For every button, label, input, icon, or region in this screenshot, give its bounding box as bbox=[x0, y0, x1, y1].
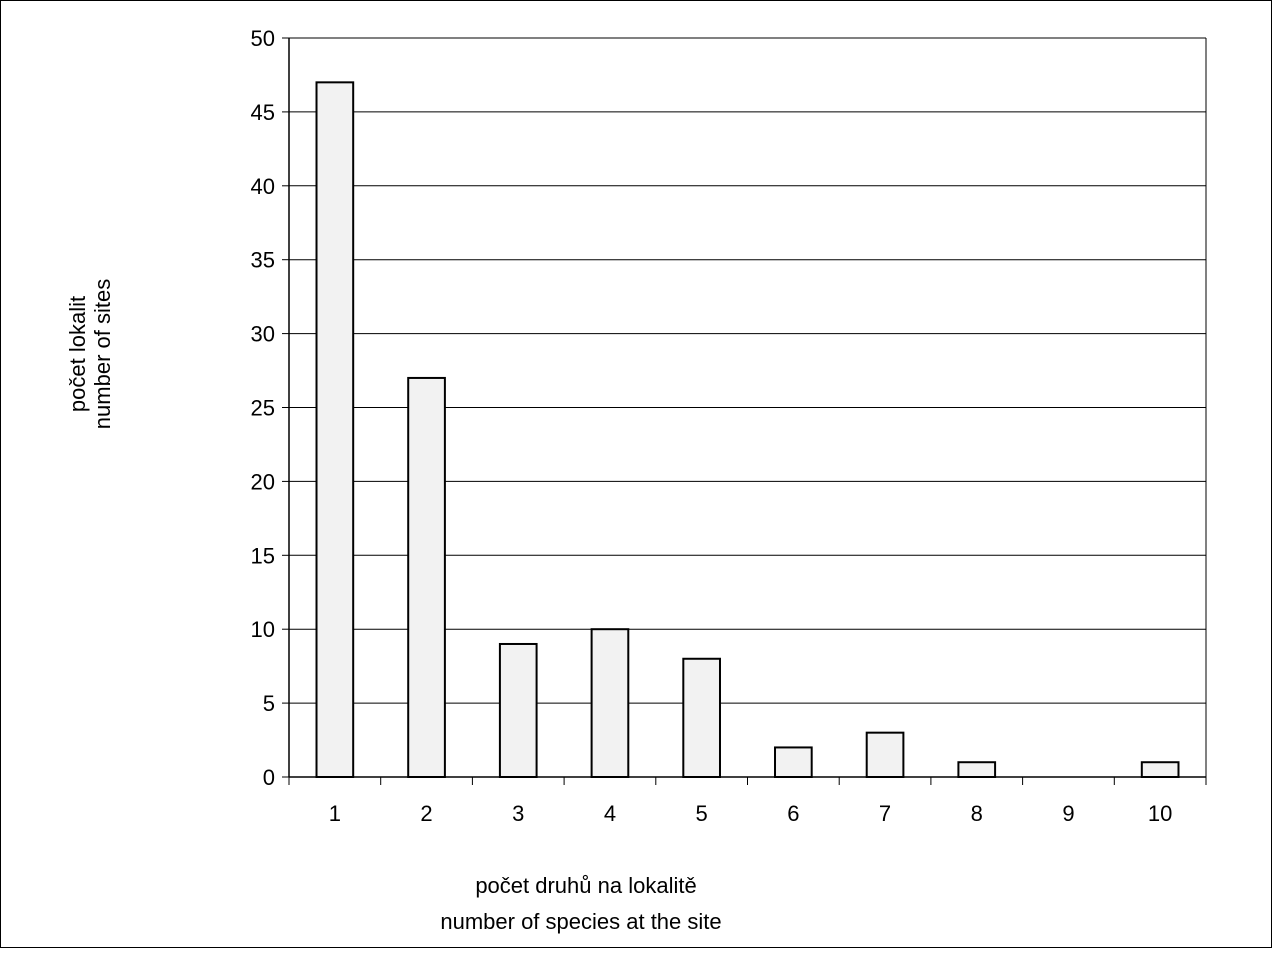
x-tick-label: 1 bbox=[329, 801, 341, 826]
bar-1 bbox=[315, 81, 355, 778]
x-axis-label-line-2: number of species at the site bbox=[440, 909, 721, 934]
x-tick-label: 4 bbox=[604, 801, 616, 826]
x-axis-label-line-1: počet druhů na lokalitě bbox=[475, 873, 696, 898]
y-axis-label-line-2: number of sites bbox=[90, 279, 115, 429]
y-tick-label: 20 bbox=[251, 469, 275, 494]
x-tick-label: 6 bbox=[787, 801, 799, 826]
y-tick-label: 35 bbox=[251, 248, 275, 273]
x-tick-label: 10 bbox=[1148, 801, 1172, 826]
bar-3 bbox=[498, 642, 538, 778]
bar-10 bbox=[1140, 761, 1180, 778]
y-tick-label: 10 bbox=[251, 617, 275, 642]
y-tick-label: 0 bbox=[263, 765, 275, 790]
y-tick-label: 25 bbox=[251, 396, 275, 421]
bar-8 bbox=[957, 761, 997, 778]
axes bbox=[282, 37, 1207, 785]
bar-6 bbox=[774, 746, 813, 779]
y-tick-label: 30 bbox=[251, 322, 275, 347]
y-tick-label: 45 bbox=[251, 100, 275, 125]
bar-7 bbox=[865, 731, 905, 778]
x-tick-labels: 1 2 3 4 5 6 7 8 9 10 bbox=[329, 801, 1173, 826]
bar-5 bbox=[682, 657, 721, 779]
x-tick-label: 9 bbox=[1062, 801, 1074, 826]
y-tick-label: 5 bbox=[263, 691, 275, 716]
x-tick-label: 5 bbox=[696, 801, 708, 826]
y-tick-labels: 0 5 10 15 20 25 30 35 40 45 50 bbox=[251, 26, 275, 790]
y-tick-label: 50 bbox=[251, 26, 275, 51]
bar-2 bbox=[407, 376, 446, 778]
x-tick-label: 3 bbox=[512, 801, 524, 826]
x-tick-label: 2 bbox=[420, 801, 432, 826]
x-tick-label: 8 bbox=[971, 801, 983, 826]
y-axis-label-line-1: počet lokalit bbox=[65, 296, 90, 412]
y-tick-label: 15 bbox=[251, 543, 275, 568]
x-tick-label: 7 bbox=[879, 801, 891, 826]
bar-4 bbox=[590, 628, 630, 779]
y-tick-label: 40 bbox=[251, 174, 275, 199]
